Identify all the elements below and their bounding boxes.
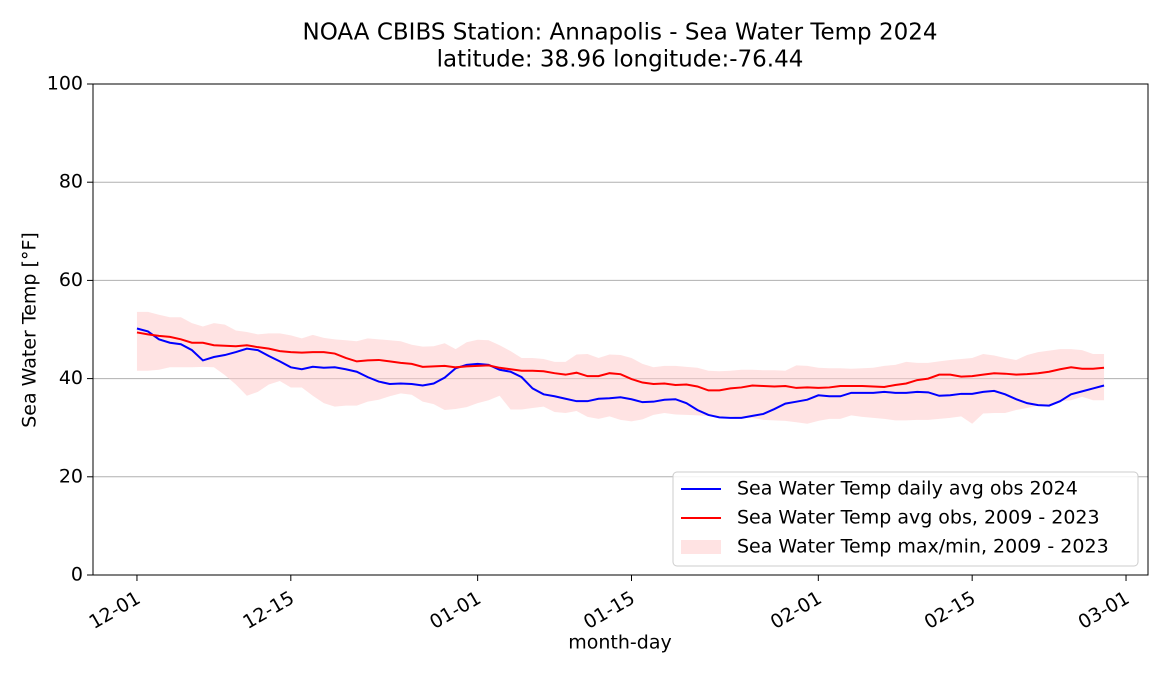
x-tick-label: 01-15 xyxy=(580,587,639,634)
y-tick-label: 0 xyxy=(71,564,83,586)
chart-subtitle: latitude: 38.96 longitude:-76.44 xyxy=(437,47,804,73)
plot-frame xyxy=(92,83,1149,576)
y-tick-label: 20 xyxy=(59,465,83,487)
legend-label: Sea Water Temp max/min, 2009 - 2023 xyxy=(737,536,1109,558)
legend-label: Sea Water Temp avg obs, 2009 - 2023 xyxy=(737,507,1100,529)
y-tick-label: 80 xyxy=(59,171,83,193)
legend-swatch xyxy=(681,540,721,554)
data-line xyxy=(136,327,1105,419)
x-tick-label: 02-15 xyxy=(921,587,980,634)
range-band xyxy=(136,311,1105,424)
data-line xyxy=(136,331,1105,392)
legend-box xyxy=(672,471,1139,567)
y-tick-label: 100 xyxy=(47,73,83,95)
x-tick-label: 12-01 xyxy=(85,587,144,634)
x-tick-label: 03-01 xyxy=(1074,587,1133,634)
x-tick-label: 12-15 xyxy=(239,587,298,634)
x-axis-label: month-day xyxy=(568,632,671,654)
y-tick-label: 60 xyxy=(59,269,83,291)
y-tick-label: 40 xyxy=(59,367,83,389)
legend: Sea Water Temp daily avg obs 2024 Sea Wat… xyxy=(672,471,1139,567)
x-tick-label: 02-01 xyxy=(767,587,826,634)
chart-title: NOAA CBIBS Station: Annapolis - Sea Wate… xyxy=(303,20,938,46)
x-tick-label: 01-01 xyxy=(426,587,485,634)
legend-label: Sea Water Temp daily avg obs 2024 xyxy=(737,478,1078,500)
y-axis-label: Sea Water Temp [°F] xyxy=(19,232,41,428)
